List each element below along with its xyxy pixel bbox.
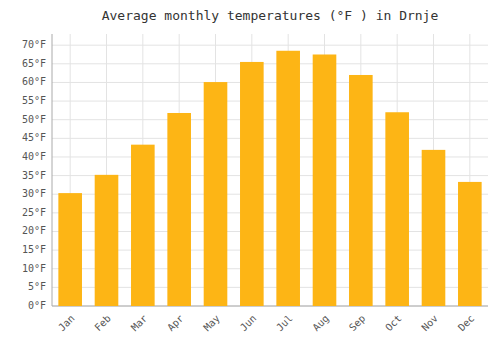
y-tick-label: 45°F — [22, 132, 46, 143]
bar — [167, 113, 191, 306]
x-tick-label: Sep — [347, 313, 368, 334]
y-tick-label: 60°F — [22, 76, 46, 87]
y-grid-line — [52, 63, 488, 64]
x-tick-label: Jul — [274, 313, 295, 334]
y-tick-label: 30°F — [22, 188, 46, 199]
y-tick-label: 40°F — [22, 151, 46, 162]
bar — [204, 82, 228, 306]
y-tick-label: 55°F — [22, 95, 46, 106]
x-tick-label: May — [201, 313, 222, 334]
bars — [58, 51, 481, 306]
y-axis-line — [52, 34, 53, 306]
y-grid-line — [52, 119, 488, 120]
bar — [240, 62, 264, 306]
y-tick-label: 65°F — [22, 58, 46, 69]
y-grid-line — [52, 138, 488, 139]
grid — [52, 34, 488, 306]
chart-svg: 0°F 5°F 10°F 15°F 20°F 25°F 30°F 35°F 40°F 45°F 50… — [0, 0, 500, 350]
y-tick-label: 0°F — [28, 300, 46, 311]
bar — [276, 51, 300, 306]
x-tick-label: Aug — [310, 313, 331, 334]
x-tick-label: Nov — [419, 313, 440, 334]
chart-container: 0°F 5°F 10°F 15°F 20°F 25°F 30°F 35°F 40°F 45°F 50… — [0, 0, 500, 350]
x-tick-label: Jun — [238, 313, 259, 334]
y-tick-label: 10°F — [22, 263, 46, 274]
x-tick-label: Apr — [165, 313, 186, 334]
x-tick-label: Mar — [129, 313, 150, 334]
y-axis: 0°F 5°F 10°F 15°F 20°F 25°F 30°F 35°F 40°F 45°F 50… — [22, 39, 46, 311]
y-tick-label: 70°F — [22, 39, 46, 50]
bar — [131, 145, 155, 306]
y-tick-label: 50°F — [22, 114, 46, 125]
x-tick-label: Dec — [456, 313, 477, 334]
title: Average monthly temperatures (°F ) in Dr… — [102, 8, 439, 23]
bar — [385, 112, 409, 306]
y-tick-label: 35°F — [22, 170, 46, 181]
y-tick-label: 15°F — [22, 244, 46, 255]
y-grid-line — [52, 82, 488, 83]
y-grid-line — [52, 45, 488, 46]
bar — [458, 182, 482, 306]
bar — [58, 193, 82, 306]
y-tick-label: 20°F — [22, 225, 46, 236]
x-tick-label: Jan — [56, 313, 77, 334]
y-tick-label: 5°F — [28, 281, 46, 292]
x-axis: Jan Feb Mar Apr May Jun Jul Aug Sep Oct Nov Dec — [56, 313, 476, 334]
bar — [349, 75, 373, 306]
x-tick-label: Feb — [92, 313, 113, 334]
y-grid-line — [52, 101, 488, 102]
x-tick-label: Oct — [383, 313, 404, 334]
y-tick-label: 25°F — [22, 207, 46, 218]
bar — [422, 150, 446, 306]
bar — [95, 175, 119, 306]
bar — [313, 54, 337, 306]
